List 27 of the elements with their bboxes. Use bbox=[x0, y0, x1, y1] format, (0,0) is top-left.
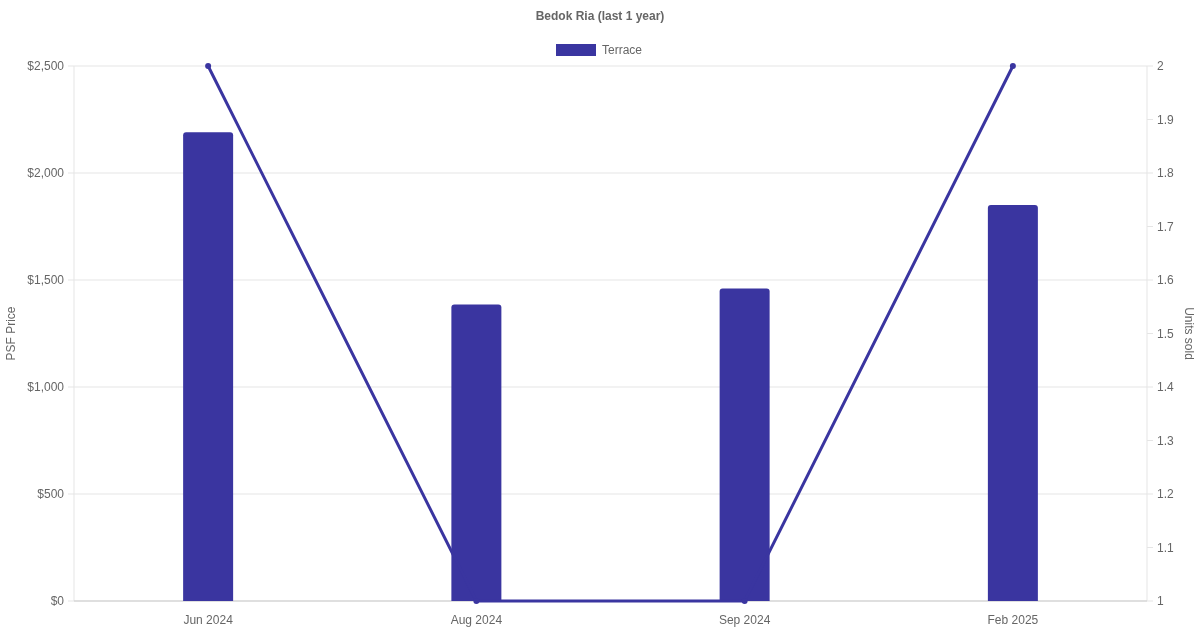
y2-tick-label: 1.6 bbox=[1157, 273, 1175, 287]
y-tick-label: $2,000 bbox=[27, 166, 65, 180]
legend-label: Terrace bbox=[602, 43, 643, 57]
y2-tick-label: 1.3 bbox=[1157, 433, 1175, 448]
y2-tick-label: 1.9 bbox=[1157, 112, 1175, 127]
y2-tick-label: 1.5 bbox=[1157, 326, 1175, 341]
x-tick-label: Jun 2024 bbox=[183, 613, 234, 627]
y-tick-label: $1,500 bbox=[27, 273, 65, 287]
x-tick-label: Feb 2025 bbox=[987, 613, 1039, 627]
y2-tick-label: 1.8 bbox=[1157, 166, 1175, 180]
y2-tick-label: 1 bbox=[1157, 594, 1164, 608]
y2-tick-label: 1.7 bbox=[1157, 219, 1175, 234]
y2-tick-label: 1.4 bbox=[1157, 380, 1175, 394]
y-axis-title: PSF Price bbox=[4, 306, 18, 361]
y-tick-label: $2,500 bbox=[27, 59, 65, 73]
x-tick-label: Aug 2024 bbox=[450, 613, 503, 627]
chart-title: Bedok Ria (last 1 year) bbox=[535, 9, 665, 23]
y2-tick-label: 2 bbox=[1157, 59, 1164, 73]
y-tick-label: $1,000 bbox=[27, 380, 65, 394]
y-tick-label: $0 bbox=[50, 594, 65, 608]
y2-tick-label: 1.1 bbox=[1157, 540, 1175, 555]
y2-tick-label: 1.2 bbox=[1157, 487, 1175, 501]
bar bbox=[183, 132, 234, 601]
y2-axis-title: Units sold bbox=[1182, 307, 1196, 360]
bar bbox=[987, 205, 1038, 601]
x-tick-label: Sep 2024 bbox=[718, 613, 771, 627]
y-tick-label: $500 bbox=[37, 487, 65, 501]
